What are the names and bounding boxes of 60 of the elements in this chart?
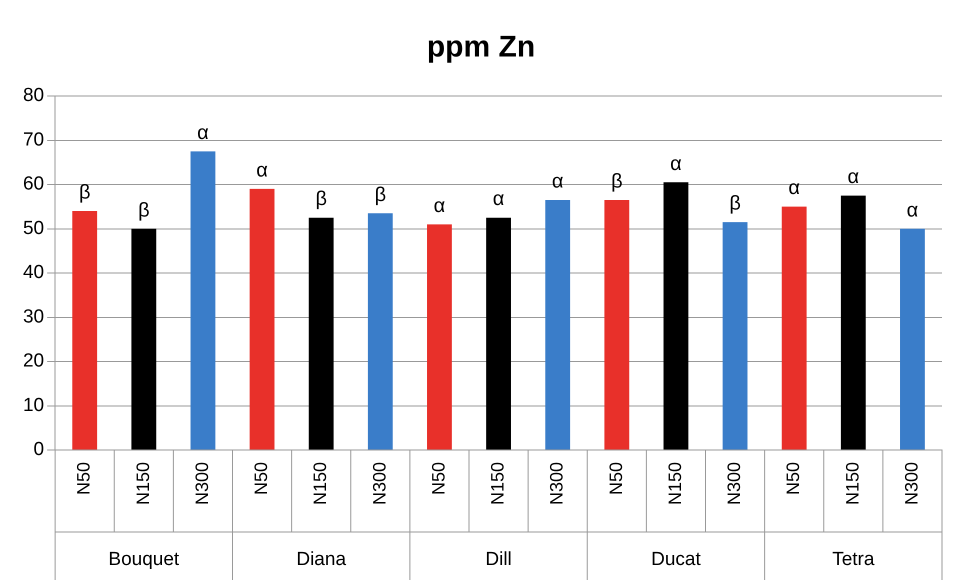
chart-title: ppm Zn [426, 30, 536, 64]
y-tick-label: 50 [22, 218, 44, 239]
text: N50 [74, 462, 94, 496]
text: N300 [546, 462, 567, 506]
text: N150 [310, 462, 330, 506]
text: N300 [901, 462, 922, 506]
text: N150 [488, 462, 508, 506]
data-label: β [611, 170, 623, 193]
bar [840, 196, 866, 450]
y-tick-label: 0 [34, 439, 44, 460]
x-tick-label: Tetra [832, 549, 875, 570]
data-label: α [906, 199, 918, 222]
x-tick-label: Diana [296, 549, 346, 570]
data-label: α [492, 188, 504, 210]
text: N150 [132, 462, 153, 506]
bar [308, 218, 334, 450]
text: N300 [724, 462, 744, 506]
text: N50 [783, 462, 804, 496]
data-label: β [315, 188, 327, 210]
bar [782, 206, 807, 450]
bar [664, 182, 688, 450]
text: N300 [192, 462, 212, 506]
y-tick-label: 60 [22, 174, 44, 195]
bar [900, 228, 925, 450]
bar [368, 213, 393, 450]
y-tick-label: 20 [22, 350, 44, 372]
text: N150 [842, 462, 862, 506]
text: N50 [251, 462, 272, 496]
y-tick-label: 10 [22, 394, 44, 416]
bar [604, 200, 630, 450]
text: N300 [369, 462, 390, 506]
data-label: β [374, 184, 386, 206]
data-label: α [848, 166, 860, 188]
y-tick-label: 40 [22, 262, 44, 284]
data-label: α [197, 122, 209, 144]
text: N50 [428, 462, 448, 496]
bar [545, 200, 570, 450]
x-tick-label: Dill [485, 549, 512, 570]
bar [427, 224, 452, 450]
bar [131, 228, 156, 450]
bar [486, 218, 511, 450]
bar [250, 188, 274, 450]
data-label: α [256, 159, 268, 182]
y-tick-label: 80 [22, 85, 44, 106]
y-tick-label: 70 [22, 129, 44, 150]
bar [190, 151, 216, 450]
text: N50 [606, 462, 626, 496]
data-label: β [138, 199, 150, 222]
data-label: β [729, 192, 741, 215]
data-label: α [788, 177, 800, 200]
y-tick-label: 30 [22, 306, 44, 328]
x-tick-label: Ducat [651, 549, 702, 570]
text: N150 [664, 462, 685, 506]
bar [722, 222, 748, 450]
data-label: α [670, 152, 682, 175]
x-tick-label: Bouquet [108, 549, 180, 570]
data-label: α [434, 194, 446, 217]
data-label: α [552, 170, 564, 193]
bar [72, 211, 98, 450]
data-label: β [78, 182, 90, 204]
